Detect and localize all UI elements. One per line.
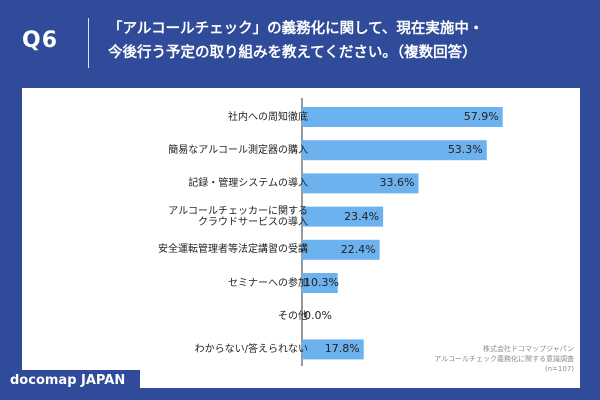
brand-logo: docomap JAPAN	[0, 370, 140, 392]
value-label-5: 10.3%	[304, 276, 339, 289]
value-label-0: 57.9%	[463, 110, 499, 123]
question-title: 「アルコールチェック」の義務化に関して、現在実施中・ 今後行う予定の取り組みを教…	[108, 17, 588, 65]
value-label-2: 33.6%	[379, 176, 415, 190]
category-label-3-line-2: クラウドサービスの導入	[198, 216, 308, 228]
bar-4	[302, 239, 380, 260]
category-label-0-line-1: 社内への周知徹底	[228, 111, 308, 123]
question-title-line-2: 今後行う予定の取り組みを教えてください。（複数回答）	[108, 45, 477, 61]
source-company: 株式会社ドコマップジャパン	[483, 345, 574, 353]
category-label-6-line-1: その他	[278, 310, 308, 322]
category-label-1: 簡易なアルコール測定器の購入	[108, 145, 308, 156]
value-label-1: 53.3%	[447, 143, 483, 157]
header-divider	[88, 18, 89, 68]
value-label-4: 22.4%	[340, 242, 376, 256]
category-label-0: 社内への周知徹底	[108, 112, 308, 123]
bar-5	[302, 273, 338, 293]
value-label-6: 0.0%	[304, 309, 332, 323]
source-sample-size: (n=107)	[544, 365, 574, 373]
category-label-5-line-1: セミナーへの参加	[228, 277, 308, 289]
category-label-4: 安全運転管理者等法定講習の受講	[108, 244, 308, 255]
category-label-6: その他	[108, 311, 308, 322]
value-label-7: 17.8%	[324, 342, 360, 356]
source-survey: アルコールチェック義務化に関する意識調査	[434, 355, 574, 363]
category-label-2-line-1: 記録・管理システムの導入	[188, 177, 308, 189]
bar-7	[302, 339, 364, 360]
bar-chart	[301, 98, 503, 366]
category-label-7: わからない/答えられない	[108, 344, 308, 355]
header-banner: Q6 「アルコールチェック」の義務化に関して、現在実施中・ 今後行う予定の取り組…	[0, 0, 600, 82]
value-label-3: 23.4%	[344, 209, 380, 223]
category-label-3-line-1: アルコールチェッカーに関する	[168, 205, 308, 217]
bar-3	[302, 206, 384, 227]
bar-1	[302, 140, 487, 161]
category-label-1-line-1: 簡易なアルコール測定器の購入	[168, 144, 308, 156]
chart-panel: 株式会社ドコマップジャパン アルコールチェック義務化に関する意識調査 (n=10…	[22, 88, 580, 388]
bar-2	[302, 173, 419, 194]
category-label-7-line-1: わからない/答えられない	[194, 343, 308, 355]
category-label-5: セミナーへの参加	[108, 278, 308, 289]
source-note: 株式会社ドコマップジャパン アルコールチェック義務化に関する意識調査 (n=10…	[404, 344, 574, 374]
question-number: Q6	[22, 28, 59, 53]
category-label-3: アルコールチェッカーに関する クラウドサービスの導入	[108, 206, 308, 228]
question-title-line-1: 「アルコールチェック」の義務化に関して、現在実施中・	[108, 21, 484, 37]
category-label-4-line-1: 安全運転管理者等法定講習の受講	[158, 244, 308, 256]
category-label-2: 記録・管理システムの導入	[108, 178, 308, 189]
bar-0	[302, 107, 503, 127]
